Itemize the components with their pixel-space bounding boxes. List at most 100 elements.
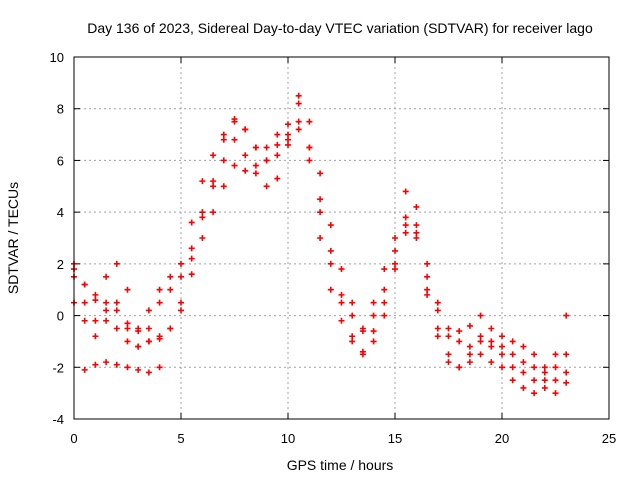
data-point bbox=[167, 273, 174, 280]
data-point bbox=[295, 126, 302, 133]
data-point bbox=[135, 343, 142, 350]
data-point bbox=[295, 100, 302, 107]
data-point bbox=[445, 333, 452, 340]
data-point bbox=[306, 118, 313, 125]
data-point bbox=[145, 369, 152, 376]
data-point bbox=[499, 343, 505, 350]
data-point bbox=[520, 359, 527, 366]
data-point bbox=[156, 286, 163, 293]
data-point bbox=[252, 144, 259, 151]
data-point bbox=[338, 266, 345, 273]
data-point bbox=[541, 377, 548, 384]
data-point bbox=[274, 141, 281, 148]
data-point bbox=[295, 92, 302, 99]
data-point bbox=[242, 167, 249, 174]
data-point bbox=[252, 170, 259, 177]
data-point bbox=[327, 222, 334, 229]
data-point bbox=[188, 245, 195, 252]
data-point bbox=[445, 325, 452, 332]
data-point bbox=[231, 118, 238, 125]
data-point bbox=[381, 266, 388, 273]
data-point bbox=[327, 247, 334, 254]
data-point bbox=[456, 328, 463, 335]
data-point bbox=[178, 260, 184, 267]
data-point bbox=[434, 333, 441, 340]
y-tick-label: 6 bbox=[57, 153, 64, 168]
series-trace-a bbox=[71, 100, 570, 384]
x-tick-label: 25 bbox=[602, 431, 616, 446]
data-point bbox=[381, 312, 388, 319]
data-point bbox=[563, 312, 570, 319]
data-point bbox=[466, 359, 473, 366]
data-point bbox=[295, 118, 302, 125]
data-point bbox=[552, 377, 559, 384]
data-point bbox=[466, 351, 473, 358]
data-point bbox=[392, 247, 398, 254]
data-point bbox=[220, 157, 227, 164]
data-point bbox=[531, 377, 538, 384]
data-point bbox=[499, 364, 505, 371]
data-point bbox=[563, 379, 570, 386]
data-point bbox=[103, 299, 110, 306]
data-point bbox=[92, 291, 99, 298]
x-tick-label: 20 bbox=[495, 431, 509, 446]
data-point bbox=[231, 162, 238, 169]
data-point bbox=[402, 188, 409, 195]
data-point bbox=[381, 286, 388, 293]
y-tick-label: 8 bbox=[57, 102, 64, 117]
data-point bbox=[188, 219, 195, 226]
data-point bbox=[92, 333, 99, 340]
data-point bbox=[349, 299, 356, 306]
data-point bbox=[445, 351, 452, 358]
x-tick-label: 15 bbox=[388, 431, 402, 446]
y-tick-label: 0 bbox=[57, 309, 64, 324]
data-point bbox=[370, 328, 377, 335]
data-point bbox=[392, 260, 398, 267]
data-point bbox=[178, 307, 184, 314]
data-point bbox=[359, 348, 366, 355]
data-point bbox=[531, 364, 538, 371]
data-point bbox=[349, 312, 356, 319]
data-point bbox=[178, 299, 184, 306]
data-point bbox=[370, 338, 377, 345]
data-point bbox=[210, 152, 217, 159]
data-point bbox=[413, 203, 420, 210]
data-point bbox=[434, 325, 441, 332]
x-tick-label: 5 bbox=[177, 431, 184, 446]
data-point bbox=[349, 338, 356, 345]
axis-ticks: 0 5 10 15 20 25 -4 -2 0 2 4 6 8 10 bbox=[50, 50, 617, 446]
data-point bbox=[488, 359, 495, 366]
data-point bbox=[531, 390, 538, 397]
data-point bbox=[231, 136, 238, 143]
data-point bbox=[413, 222, 420, 229]
data-point bbox=[531, 351, 538, 358]
series-trace-e bbox=[81, 359, 163, 376]
data-point bbox=[563, 351, 570, 358]
data-point bbox=[552, 364, 559, 371]
y-tick-label: -2 bbox=[52, 360, 64, 375]
data-point bbox=[541, 364, 548, 371]
data-point bbox=[477, 333, 484, 340]
data-point bbox=[317, 196, 324, 203]
x-tick-label: 0 bbox=[70, 431, 77, 446]
data-point bbox=[456, 364, 463, 371]
data-point bbox=[509, 351, 516, 358]
data-point bbox=[242, 152, 249, 159]
data-point bbox=[327, 286, 334, 293]
data-point bbox=[488, 338, 495, 345]
data-point bbox=[81, 317, 88, 324]
data-point bbox=[552, 390, 559, 397]
data-point bbox=[402, 214, 409, 221]
y-tick-label: 10 bbox=[50, 50, 64, 65]
data-point bbox=[466, 322, 473, 329]
data-point bbox=[327, 260, 334, 267]
data-point bbox=[402, 222, 409, 229]
data-point bbox=[413, 229, 420, 236]
grid-lines bbox=[74, 57, 609, 419]
data-point bbox=[156, 364, 163, 371]
data-point bbox=[370, 312, 377, 319]
data-point bbox=[477, 312, 484, 319]
chart-title: Day 136 of 2023, Sidereal Day-to-day VTE… bbox=[87, 20, 593, 36]
plot-frame bbox=[73, 56, 610, 420]
data-point bbox=[124, 325, 131, 332]
